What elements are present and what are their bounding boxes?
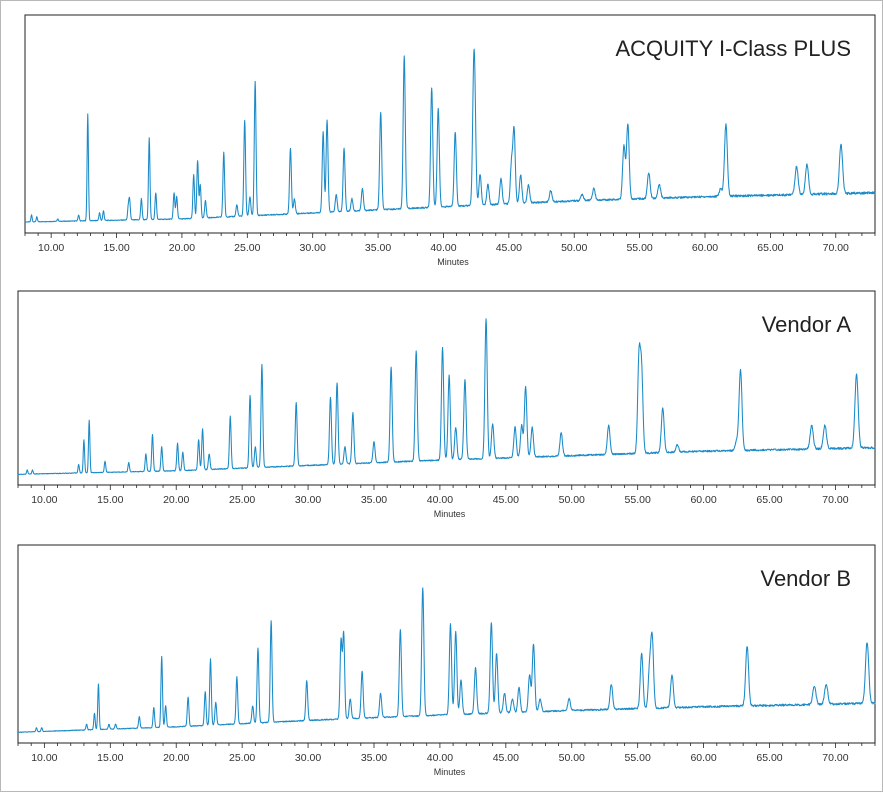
x-tick-label: 65.00 — [756, 494, 782, 506]
x-tick-label: 15.00 — [97, 494, 123, 506]
chromatogram-panel-3: 10.00 15.00 20.00 25.00 30.00 35.00 40.00 45.00… — [17, 544, 876, 777]
x-tick-label: 45.00 — [493, 494, 519, 506]
x-tick-label: 60.00 — [690, 752, 716, 764]
x-tick-label: 25.00 — [229, 752, 255, 764]
x-tick-label: 35.00 — [365, 242, 391, 254]
x-tick-label: 60.00 — [690, 494, 716, 506]
x-tick-label: 55.00 — [625, 752, 651, 764]
x-tick-label: 20.00 — [169, 242, 195, 254]
x-tick-label: 45.00 — [493, 752, 519, 764]
x-tick-label: 70.00 — [822, 752, 848, 764]
x-tick-label: 55.00 — [625, 494, 651, 506]
x-tick-label: 15.00 — [97, 752, 123, 764]
x-axis-title: Minutes — [434, 509, 466, 519]
x-tick-label: 30.00 — [295, 494, 321, 506]
chromatogram-trace — [17, 587, 876, 733]
x-tick-label: 10.00 — [38, 242, 64, 254]
x-tick-label: 35.00 — [361, 494, 387, 506]
chromatogram-panel-2: 10.00 15.00 20.00 25.00 30.00 35.00 40.00 45.00… — [17, 290, 876, 519]
x-tick-label: 40.00 — [427, 494, 453, 506]
x-tick-label: 35.00 — [361, 752, 387, 764]
x-tick-label: 40.00 — [427, 752, 453, 764]
panel-title: ACQUITY I-Class PLUS — [615, 36, 851, 61]
chromatogram-trace — [24, 48, 876, 223]
x-axis-title: Minutes — [434, 767, 466, 777]
x-tick-label: 50.00 — [559, 752, 585, 764]
chromatogram-trace — [17, 318, 876, 476]
x-tick-label: 15.00 — [103, 242, 129, 254]
x-tick-label: 30.00 — [300, 242, 326, 254]
x-tick-label: 50.00 — [561, 242, 587, 254]
x-tick-label: 45.00 — [496, 242, 522, 254]
x-tick-label: 40.00 — [430, 242, 456, 254]
panel-title: Vendor A — [762, 312, 852, 337]
x-tick-label: 70.00 — [822, 494, 848, 506]
x-tick-label: 50.00 — [559, 494, 585, 506]
chromatogram-panel-1: 10.00 15.00 20.00 25.00 30.00 35.00 40.00 45.00… — [24, 14, 876, 267]
x-tick-label: 70.00 — [823, 242, 849, 254]
plot-frame — [17, 544, 876, 744]
x-axis: 10.00 15.00 20.00 25.00 30.00 35.00 40.00 45.00… — [17, 743, 876, 764]
x-tick-label: 10.00 — [31, 752, 57, 764]
x-tick-label: 20.00 — [163, 494, 189, 506]
x-axis-title: Minutes — [437, 257, 469, 267]
x-tick-label: 65.00 — [757, 242, 783, 254]
panel-title: Vendor B — [760, 566, 851, 591]
plot-frame — [24, 14, 876, 234]
x-tick-label: 30.00 — [295, 752, 321, 764]
x-tick-label: 55.00 — [626, 242, 652, 254]
x-axis: 10.00 15.00 20.00 25.00 30.00 35.00 40.00 45.00… — [24, 233, 876, 254]
x-tick-label: 20.00 — [163, 752, 189, 764]
x-tick-label: 10.00 — [31, 494, 57, 506]
x-axis: 10.00 15.00 20.00 25.00 30.00 35.00 40.00 45.00… — [17, 485, 876, 506]
x-tick-label: 25.00 — [229, 494, 255, 506]
x-tick-label: 60.00 — [692, 242, 718, 254]
x-tick-label: 65.00 — [756, 752, 782, 764]
x-tick-label: 25.00 — [234, 242, 260, 254]
